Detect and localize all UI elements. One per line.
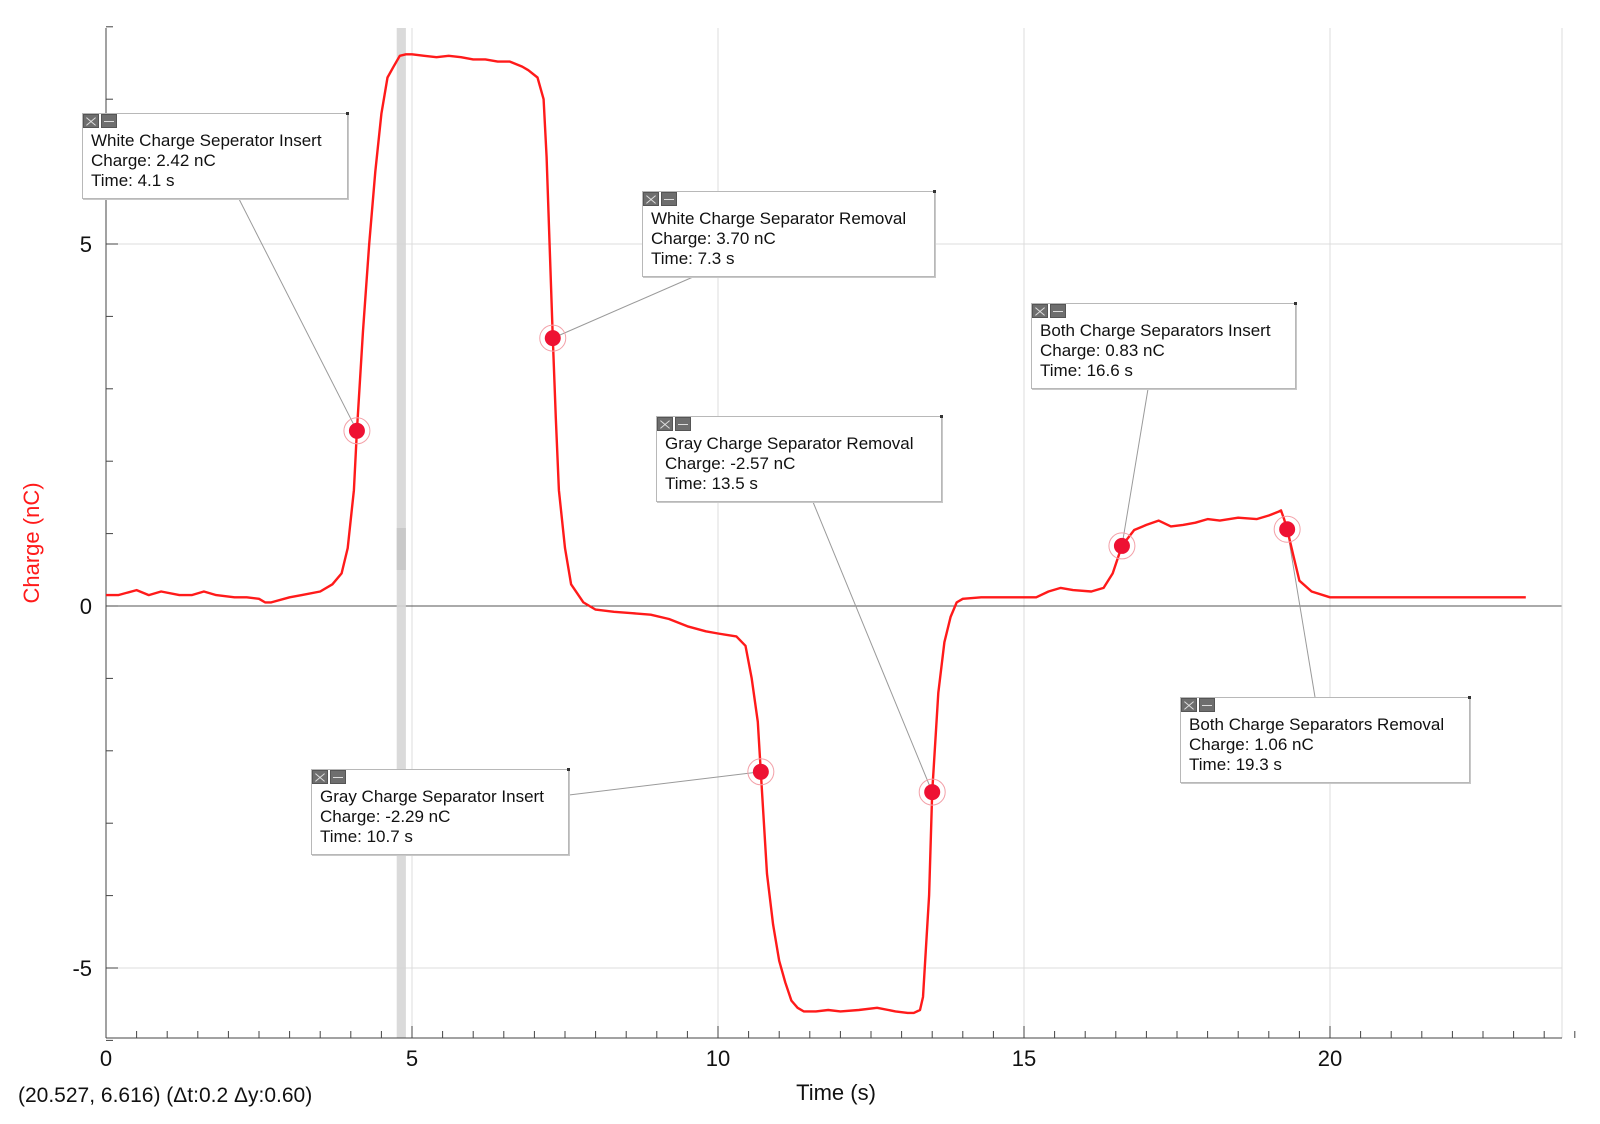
x-tick-label: 0 [100,1046,112,1071]
close-icon[interactable] [83,114,99,128]
annotation-charge: Charge: 2.42 nC [91,151,216,170]
highlight-band-handle [396,528,406,570]
x-tick-labels: 0 5 10 15 20 [100,1046,1342,1071]
close-icon[interactable] [643,192,659,206]
annotation-charge: Charge: 1.06 nC [1189,735,1314,754]
annotation-corner-handle [567,768,570,771]
data-point-marker[interactable] [539,324,567,352]
data-point-marker[interactable] [343,417,371,445]
annotation-leader-line [812,501,933,793]
close-icon[interactable] [657,417,673,431]
annotation-corner-handle [933,190,936,193]
minimize-icon[interactable] [101,114,117,128]
annotation-leader-line [568,771,761,796]
annotation-leader-line [1121,388,1149,546]
annotation-leader-line [238,198,358,432]
close-icon[interactable] [1181,698,1197,712]
annotation-header [643,192,926,206]
annotation-box[interactable]: Both Charge Separators Insert Charge: 0.8… [1031,302,1297,389]
x-axis-label: Time (s) [796,1080,876,1105]
y-tick-label: 0 [80,594,92,619]
annotation-title: Gray Charge Separator Removal [665,434,914,453]
marker-dot [752,763,769,780]
close-icon[interactable] [312,770,328,784]
annotation-charge: Charge: -2.29 nC [320,807,451,826]
minimize-icon[interactable] [661,192,677,206]
annotation-box[interactable]: Gray Charge Separator Insert Charge: -2.2… [311,768,570,855]
marker-halo [918,778,946,806]
annotation-corner-handle [1294,302,1297,305]
annotation-charge: Charge: 3.70 nC [651,229,776,248]
annotation-time: Time: 13.5 s [665,474,758,493]
minimize-icon[interactable] [675,417,691,431]
y-tick-label: 5 [80,232,92,257]
data-point-marker[interactable] [918,778,946,806]
annotation-corner-handle [346,112,349,115]
annotation-time: Time: 10.7 s [320,827,413,846]
annotation-header [1181,698,1461,712]
annotation-charge: Charge: 0.83 nC [1040,341,1165,360]
marker-dot [1279,521,1296,538]
data-point-marker[interactable] [1273,515,1301,543]
minimize-icon[interactable] [330,770,346,784]
annotation-time: Time: 19.3 s [1189,755,1282,774]
annotation-header [1032,304,1287,318]
annotation-header [312,770,560,784]
marker-dot [544,330,561,347]
marker-layer[interactable] [343,324,1301,806]
annotation-box[interactable]: White Charge Seperator Insert Charge: 2.4… [82,112,349,199]
annotation-leader-line [1286,529,1316,698]
annotation-corner-handle [1468,696,1471,699]
x-tick-label: 10 [706,1046,730,1071]
annotation-title: White Charge Separator Removal [651,209,907,228]
marker-halo [1108,532,1136,560]
y-tick-labels: -5 0 5 [72,232,92,981]
coordinate-readout: (20.527, 6.616) (Δt:0.2 Δy:0.60) [18,1084,313,1107]
annotation-corner-handle [940,415,943,418]
annotation-title: Both Charge Separators Insert [1040,321,1271,340]
minimize-icon[interactable] [1199,698,1215,712]
marker-halo [343,417,371,445]
data-point-marker[interactable] [1108,532,1136,560]
annotation-charge: Charge: -2.57 nC [665,454,796,473]
annotation-title: Both Charge Separators Removal [1189,715,1445,734]
marker-halo [539,324,567,352]
x-tick-label: 5 [406,1046,418,1071]
annotation-time: Time: 7.3 s [651,249,735,268]
marker-dot [1113,537,1130,554]
y-axis-label: Charge (nC) [19,482,44,603]
marker-dot [924,784,941,801]
annotation-leader-lines [238,198,1316,796]
x-tick-label: 20 [1318,1046,1342,1071]
annotation-title: White Charge Seperator Insert [91,131,322,150]
annotation-box[interactable]: White Charge Separator Removal Charge: 3.… [642,190,936,277]
y-tick-label: -5 [72,956,92,981]
x-tick-label: 15 [1012,1046,1036,1071]
annotation-time: Time: 16.6 s [1040,361,1133,380]
marker-dot [348,422,365,439]
close-icon[interactable] [1032,304,1048,318]
annotation-box[interactable]: Both Charge Separators Removal Charge: 1.… [1180,696,1471,783]
marker-halo [747,758,775,786]
data-point-marker[interactable] [747,758,775,786]
annotation-header [83,114,339,128]
annotation-box[interactable]: Gray Charge Separator Removal Charge: -2.… [656,415,943,502]
annotation-leader-line [552,276,694,339]
minimize-icon[interactable] [1050,304,1066,318]
marker-halo [1273,515,1301,543]
annotation-header [657,417,933,431]
highlight-band-layer [396,28,406,1038]
annotation-title: Gray Charge Separator Insert [320,787,544,806]
annotation-time: Time: 4.1 s [91,171,175,190]
